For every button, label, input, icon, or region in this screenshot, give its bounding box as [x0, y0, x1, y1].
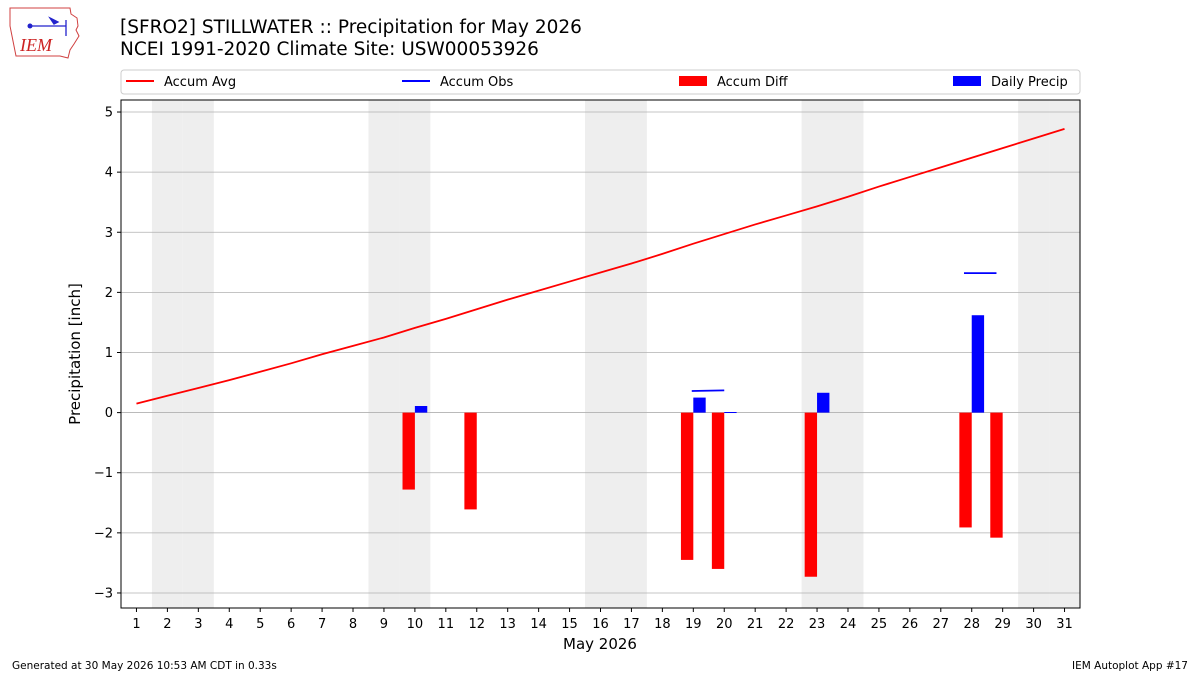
x-tick-label: 1 — [132, 617, 140, 632]
accum-diff-bar-19 — [680, 412, 694, 560]
legend-label-accum-obs: Accum Obs — [440, 75, 513, 90]
x-tick-label: 10 — [407, 617, 424, 632]
weekend-band-3 — [182, 100, 214, 608]
app-footer: IEM Autoplot App #17 — [1072, 660, 1188, 672]
legend-item-accum-avg: Accum Avg — [126, 75, 236, 90]
weekend-band-16 — [585, 100, 616, 608]
x-tick-label: 14 — [530, 617, 547, 632]
logo-text: IEM — [19, 35, 53, 55]
y-tick-label: −2 — [94, 526, 113, 541]
x-tick-label: 9 — [380, 617, 388, 632]
y-tick-label: 3 — [105, 226, 113, 241]
x-tick-label: 17 — [623, 617, 640, 632]
accum-diff-bar-23 — [804, 412, 818, 577]
weekend-band-24 — [832, 100, 864, 608]
y-tick-label: −1 — [94, 466, 113, 481]
x-tick-label: 22 — [778, 617, 795, 632]
weekend-band-10 — [399, 100, 431, 608]
x-tick-label: 15 — [561, 617, 578, 632]
legend-item-accum-diff: Accum Diff — [679, 75, 789, 90]
x-tick-label: 26 — [902, 617, 919, 632]
x-tick-label: 2 — [163, 617, 171, 632]
y-tick-label: 4 — [105, 166, 113, 181]
chart-title: [SFRO2] STILLWATER :: Precipitation for … — [120, 17, 582, 38]
x-tick-label: 27 — [933, 617, 950, 632]
grid-lines — [121, 111, 1080, 594]
x-tick-label: 24 — [840, 617, 857, 632]
generated-footer: Generated at 30 May 2026 10:53 AM CDT in… — [12, 660, 277, 672]
x-tick-label: 3 — [194, 617, 202, 632]
x-tick-label: 13 — [499, 617, 516, 632]
x-tick-label: 21 — [747, 617, 764, 632]
x-tick-label: 6 — [287, 617, 295, 632]
y-tick-label: 5 — [105, 106, 113, 121]
weekend-band-9 — [368, 100, 400, 608]
legend-label-daily-precip: Daily Precip — [991, 75, 1068, 90]
x-tick-label: 18 — [654, 617, 671, 632]
weekend-band-2 — [151, 100, 183, 608]
x-tick-label: 19 — [685, 617, 702, 632]
bars — [402, 315, 1003, 577]
legend: Accum Avg Accum Obs Accum Diff Daily Pre… — [120, 69, 1081, 95]
accum-avg-line — [136, 127, 1065, 405]
daily-precip-bar-10 — [414, 406, 428, 413]
legend-label-accum-diff: Accum Diff — [717, 75, 789, 90]
x-tick-label: 29 — [994, 617, 1011, 632]
y-axis-label: Precipitation [inch] — [66, 283, 84, 425]
x-tick-label: 7 — [318, 617, 326, 632]
weekend-shading — [151, 100, 1080, 608]
x-tick-label: 31 — [1056, 617, 1073, 632]
x-tick-label: 16 — [592, 617, 609, 632]
accum-obs-segment-0 — [691, 389, 725, 392]
y-tick-label: 1 — [105, 346, 113, 361]
x-tick-label: 5 — [256, 617, 264, 632]
x-tick-label: 20 — [716, 617, 733, 632]
accum-diff-bar-20 — [711, 412, 725, 569]
accum-diff-bar-28 — [959, 412, 972, 528]
y-tick-label: −3 — [94, 586, 113, 601]
accum-diff-bar-12 — [464, 412, 477, 510]
x-tick-label: 30 — [1025, 617, 1042, 632]
accum-diff-bar-10 — [402, 412, 415, 490]
lines — [136, 127, 1065, 405]
daily-precip-bar-19 — [693, 397, 706, 413]
iem-logo: IEM — [9, 7, 80, 59]
legend-item-daily-precip: Daily Precip — [953, 75, 1068, 90]
weekend-band-17 — [615, 100, 647, 608]
x-tick-label: 28 — [963, 617, 980, 632]
x-tick-label: 11 — [438, 617, 455, 632]
x-tick-label: 12 — [468, 617, 485, 632]
y-tick-label: 2 — [105, 286, 113, 301]
iowa-outline-shape — [9, 7, 80, 59]
legend-swatch-accum-diff — [679, 76, 707, 86]
weekend-band-30 — [1018, 100, 1050, 608]
weekend-band-31 — [1049, 100, 1080, 608]
chart-subtitle: NCEI 1991-2020 Climate Site: USW00053926 — [120, 39, 539, 60]
wind-vane-icon — [30, 16, 67, 36]
legend-swatch-daily-precip — [953, 76, 981, 86]
daily-precip-bar-28 — [971, 315, 985, 413]
legend-label-accum-avg: Accum Avg — [164, 75, 236, 90]
y-tick-label: 0 — [105, 406, 113, 421]
daily-precip-bar-20 — [724, 412, 737, 414]
x-tick-label: 8 — [349, 617, 357, 632]
x-tick-label: 23 — [809, 617, 826, 632]
daily-precip-bar-23 — [817, 392, 830, 413]
x-tick-label: 25 — [871, 617, 888, 632]
x-tick-label: 4 — [225, 617, 233, 632]
legend-box — [120, 69, 1081, 95]
legend-item-accum-obs: Accum Obs — [402, 75, 513, 90]
x-axis-label: May 2026 — [563, 635, 637, 653]
accum-diff-bar-29 — [990, 412, 1003, 538]
